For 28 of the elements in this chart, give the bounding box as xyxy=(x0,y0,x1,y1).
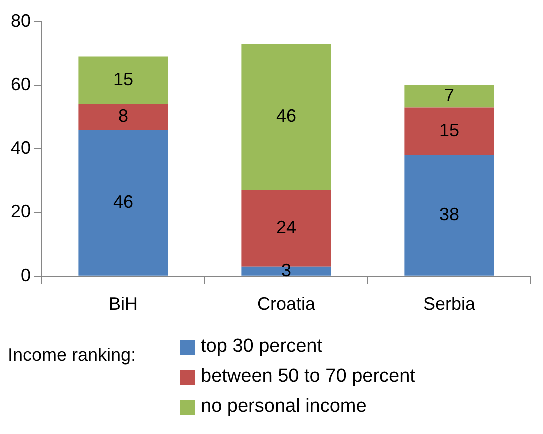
bar xyxy=(242,44,332,190)
bar xyxy=(78,104,168,130)
data-label: 38 xyxy=(439,204,460,225)
x-tick-label: Serbia xyxy=(423,294,477,314)
data-label: 3 xyxy=(282,260,292,280)
data-label: 24 xyxy=(276,218,297,238)
y-tick-label: 40 xyxy=(10,138,32,158)
data-label: 8 xyxy=(118,106,129,126)
data-label: 46 xyxy=(276,106,297,126)
x-tick-label: Croatia xyxy=(257,294,317,314)
bar xyxy=(404,155,494,276)
data-label: 7 xyxy=(444,86,455,106)
y-tick-label: 80 xyxy=(10,10,32,31)
y-tick-label: 20 xyxy=(10,202,32,222)
legend-label: no personal income xyxy=(201,396,367,418)
data-label: 46 xyxy=(114,192,134,212)
y-tick-label: 60 xyxy=(10,74,32,94)
bar xyxy=(78,56,168,105)
bar xyxy=(404,85,494,108)
bar xyxy=(404,108,494,156)
y-tick-label: 0 xyxy=(21,265,32,286)
data-label: 15 xyxy=(114,70,134,90)
data-label: 15 xyxy=(439,120,460,141)
bar xyxy=(78,130,168,276)
legend-label: top 30 percent xyxy=(201,336,322,358)
legend-label: between 50 to 70 percent xyxy=(201,366,416,388)
legend-title: Income ranking: xyxy=(8,344,138,367)
x-tick-label: BiH xyxy=(109,294,138,314)
